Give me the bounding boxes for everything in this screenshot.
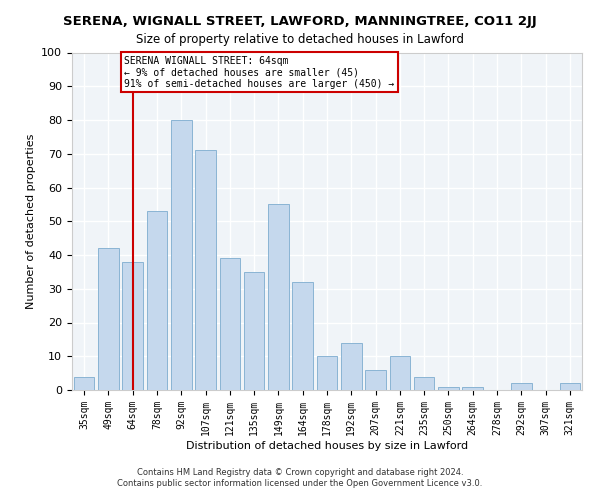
Bar	[195, 150, 216, 390]
X-axis label: Distribution of detached houses by size in Lawford: Distribution of detached houses by size …	[186, 440, 468, 450]
Bar	[414, 376, 434, 390]
Text: Size of property relative to detached houses in Lawford: Size of property relative to detached ho…	[136, 32, 464, 46]
Bar	[341, 343, 362, 390]
Bar	[438, 386, 459, 390]
Text: SERENA WIGNALL STREET: 64sqm
← 9% of detached houses are smaller (45)
91% of sem: SERENA WIGNALL STREET: 64sqm ← 9% of det…	[124, 56, 394, 89]
Bar	[511, 383, 532, 390]
Bar	[146, 211, 167, 390]
Bar	[292, 282, 313, 390]
Bar	[171, 120, 191, 390]
Bar	[268, 204, 289, 390]
Bar	[98, 248, 119, 390]
Y-axis label: Number of detached properties: Number of detached properties	[26, 134, 36, 309]
Bar	[74, 376, 94, 390]
Bar	[244, 272, 265, 390]
Bar	[389, 356, 410, 390]
Text: SERENA, WIGNALL STREET, LAWFORD, MANNINGTREE, CO11 2JJ: SERENA, WIGNALL STREET, LAWFORD, MANNING…	[63, 15, 537, 28]
Bar	[122, 262, 143, 390]
Bar	[317, 356, 337, 390]
Bar	[560, 383, 580, 390]
Bar	[220, 258, 240, 390]
Bar	[365, 370, 386, 390]
Text: Contains HM Land Registry data © Crown copyright and database right 2024.
Contai: Contains HM Land Registry data © Crown c…	[118, 468, 482, 487]
Bar	[463, 386, 483, 390]
